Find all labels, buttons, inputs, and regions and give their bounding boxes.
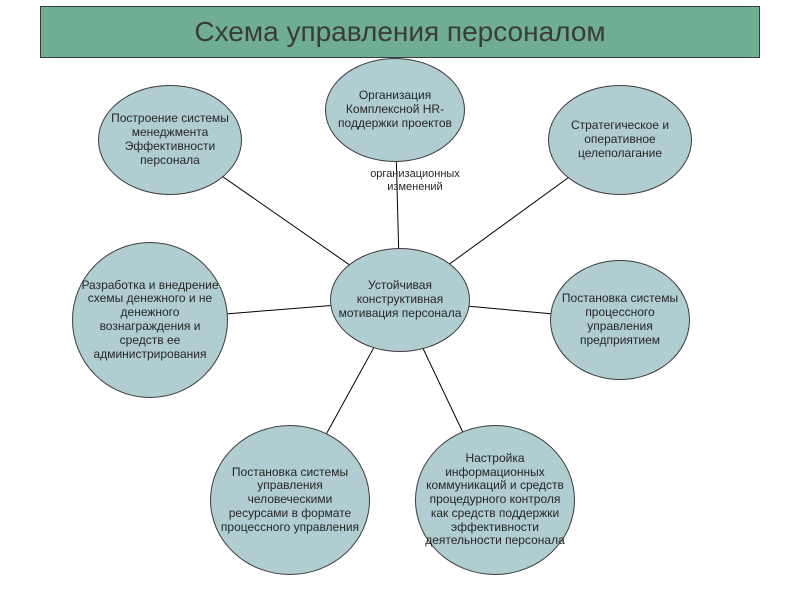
outer-node-n6: Постановка системы управления человеческ… <box>210 425 370 575</box>
outer-node-n7-label: Разработка и внедрение схемы денежного и… <box>79 279 221 362</box>
outer-node-n5: Настройка информационных коммуникаций и … <box>415 425 575 575</box>
center-node: Устойчивая конструктивная мотивация перс… <box>330 248 470 352</box>
outer-node-n1-label: Построение системы менеджмента Эффективн… <box>105 112 235 167</box>
outer-node-n6-label: Постановка системы управления человеческ… <box>217 466 363 535</box>
outer-node-n4: Постановка системы процессного управлени… <box>550 260 690 380</box>
diagram-title: Схема управления персоналом <box>40 6 760 58</box>
outer-node-n2-label: Организация Комплексной HR-поддержки про… <box>332 89 458 130</box>
outer-node-n7: Разработка и внедрение схемы денежного и… <box>72 242 228 398</box>
outer-node-n3-label: Стратегическое и оперативное целеполаган… <box>555 119 685 160</box>
outer-node-n1: Построение системы менеджмента Эффективн… <box>98 85 242 195</box>
outer-node-n2: Организация Комплексной HR-поддержки про… <box>325 58 465 162</box>
outer-node-n4-label: Постановка системы процессного управлени… <box>557 292 683 347</box>
diagram-title-text: Схема управления персоналом <box>194 16 605 48</box>
center-node-label: Устойчивая конструктивная мотивация перс… <box>337 279 463 320</box>
outer-node-n5-label: Настройка информационных коммуникаций и … <box>422 452 568 549</box>
overflow-label-n2: организационных изменений <box>360 168 470 193</box>
outer-node-n3: Стратегическое и оперативное целеполаган… <box>548 85 692 195</box>
